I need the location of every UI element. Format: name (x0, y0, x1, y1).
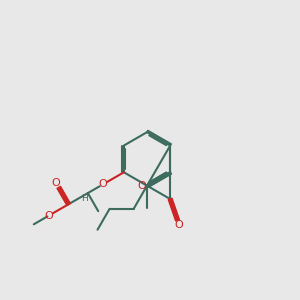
Text: O: O (44, 211, 53, 221)
Text: O: O (175, 220, 184, 230)
Text: H: H (82, 194, 88, 203)
Text: O: O (52, 178, 61, 188)
Text: O: O (138, 181, 146, 191)
Text: O: O (98, 179, 107, 190)
